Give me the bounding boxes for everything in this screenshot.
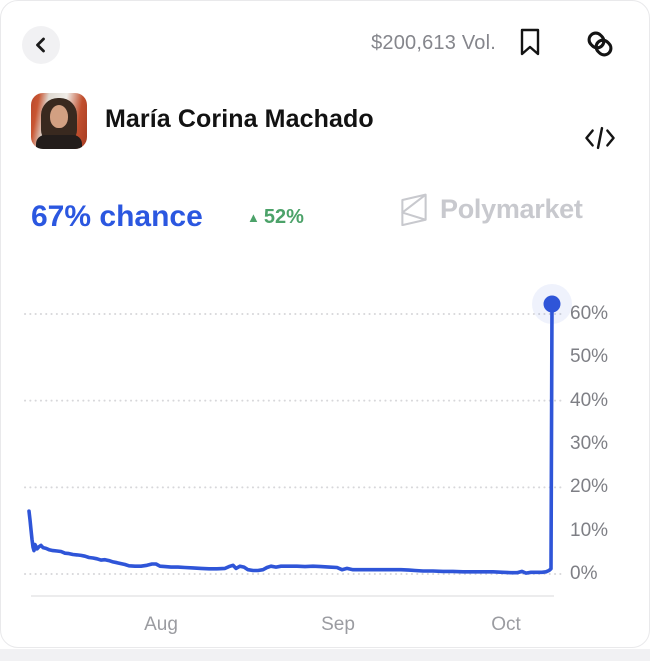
polymarket-wordmark: Polymarket xyxy=(440,193,583,224)
y-tick-label: 60% xyxy=(570,303,609,324)
page-background-strip xyxy=(0,649,650,661)
back-button[interactable] xyxy=(22,26,60,64)
y-tick-label: 10% xyxy=(570,519,609,541)
polymarket-mark-icon xyxy=(401,193,427,226)
polymarket-logo[interactable]: Polymarket xyxy=(399,191,621,227)
embed-button[interactable] xyxy=(584,125,616,151)
price-change-value: 52% xyxy=(263,206,304,228)
market-card: $200,613 Vol. María Corina Machado 67% xyxy=(0,0,650,648)
y-tick-label: 0% xyxy=(570,563,598,584)
y-tick-label: 30% xyxy=(570,433,609,454)
y-tick-label: 20% xyxy=(570,476,609,498)
chevron-left-icon xyxy=(36,37,45,53)
x-tick-label: Aug xyxy=(144,614,178,635)
y-tick-label: 40% xyxy=(570,389,609,411)
bookmark-icon xyxy=(520,28,540,56)
y-tick-label: 50% xyxy=(570,346,609,368)
x-tick-label: Oct xyxy=(491,614,521,635)
bookmark-button[interactable] xyxy=(517,27,543,57)
up-arrow-icon: ▲ xyxy=(247,209,260,225)
price-line xyxy=(27,302,554,575)
price-change-badge: ▲ 52% xyxy=(247,206,304,229)
avatar-face xyxy=(50,105,68,128)
avatar xyxy=(31,93,87,149)
market-title: María Corina Machado xyxy=(105,105,374,133)
chance-label: 67% chance xyxy=(31,200,203,233)
volume-label: $200,613 Vol. xyxy=(371,32,496,54)
link-icon xyxy=(587,31,613,57)
end-dot xyxy=(543,295,561,313)
code-embed-icon xyxy=(585,126,615,150)
share-link-button[interactable] xyxy=(584,28,616,60)
avatar-shirt xyxy=(36,135,82,149)
x-tick-label: Sep xyxy=(321,614,355,635)
